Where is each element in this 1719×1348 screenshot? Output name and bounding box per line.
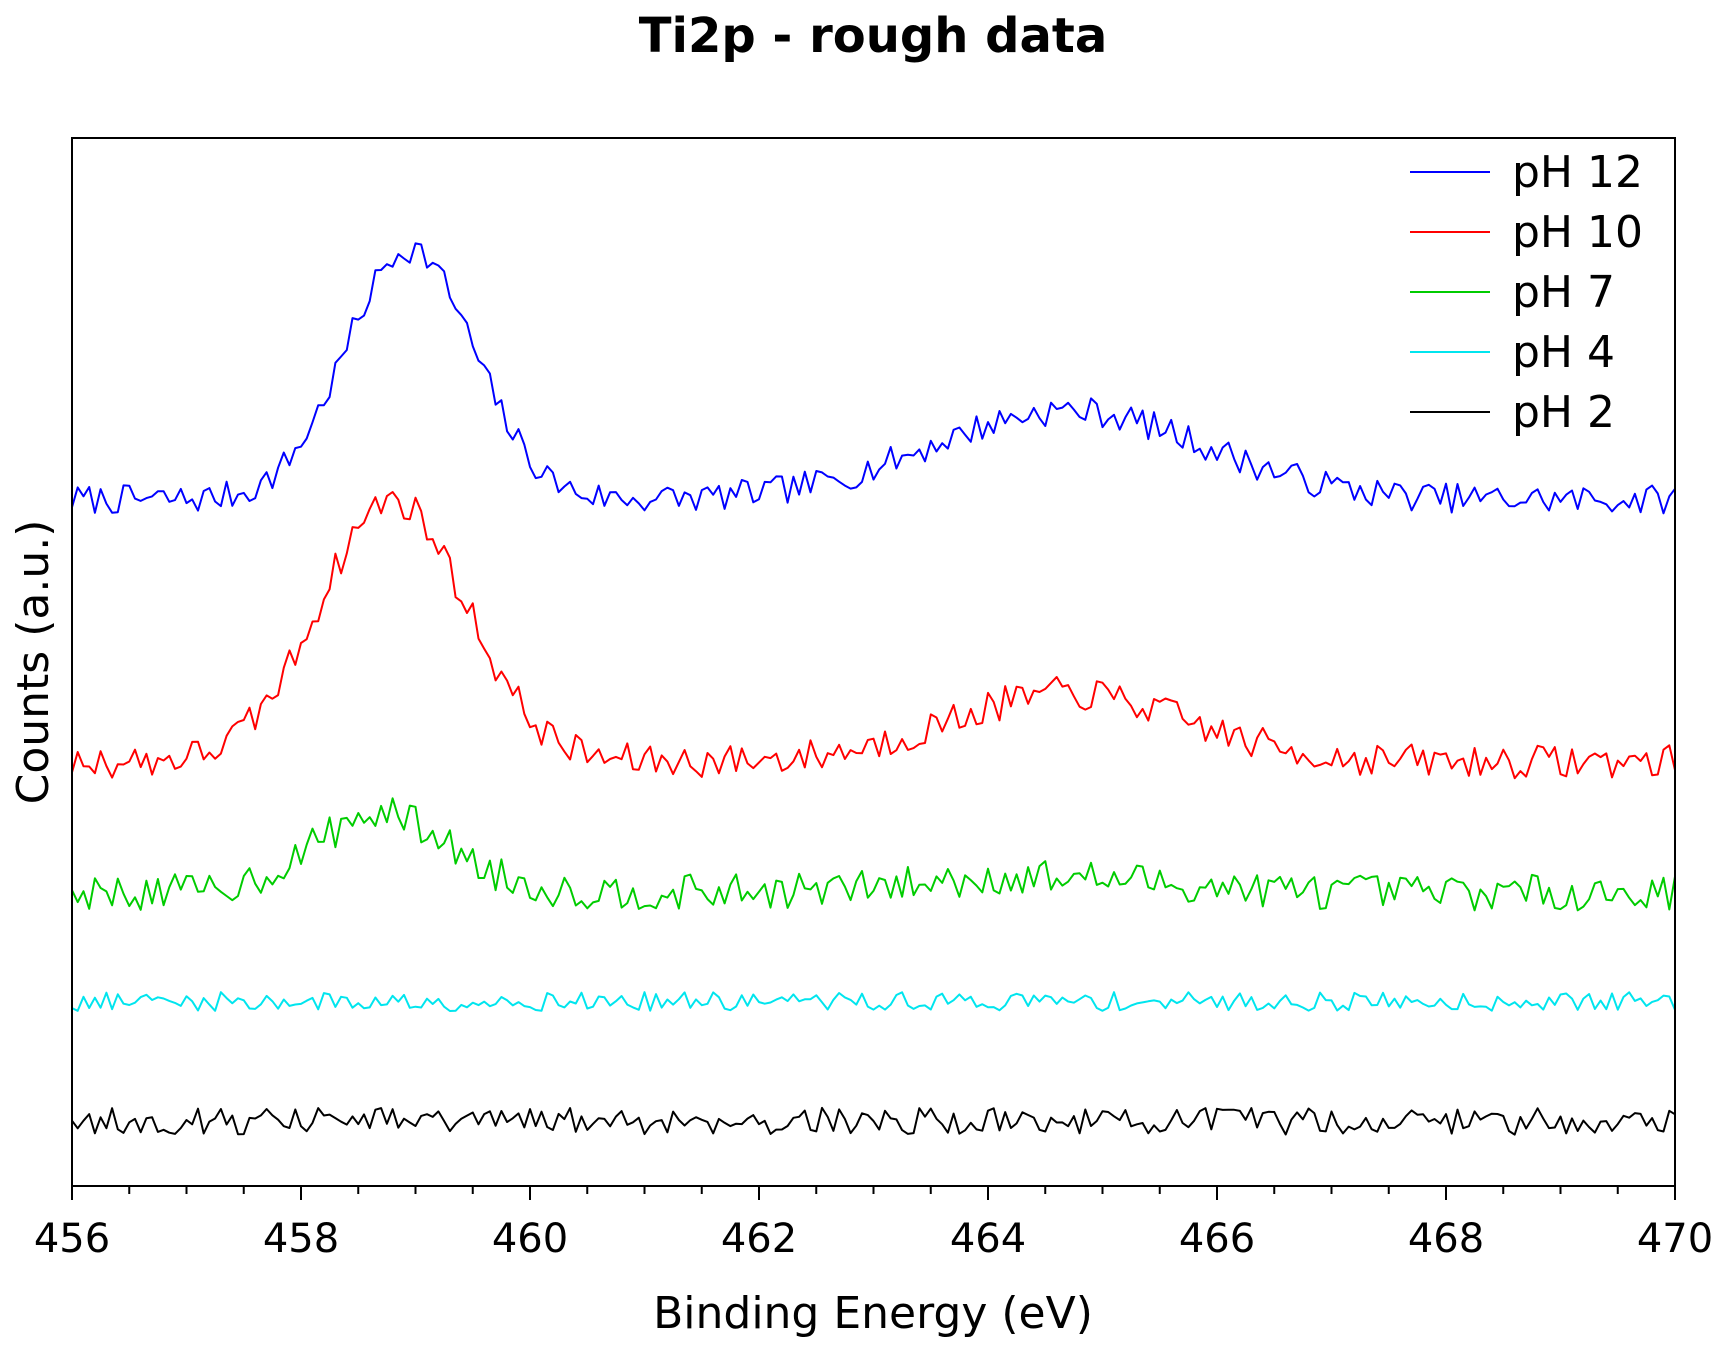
series-line-ph-10 bbox=[71, 491, 1676, 780]
series-line-ph-12 bbox=[71, 242, 1676, 515]
series-line-ph-2 bbox=[71, 1106, 1676, 1136]
legend-label: pH 4 bbox=[1512, 327, 1615, 378]
legend-label: pH 12 bbox=[1512, 147, 1643, 198]
x-tick-label: 458 bbox=[263, 1216, 339, 1262]
legend-label: pH 2 bbox=[1512, 387, 1615, 438]
x-tick-label: 468 bbox=[1408, 1216, 1484, 1262]
x-tick-label: 464 bbox=[950, 1216, 1026, 1262]
plot-frame bbox=[71, 137, 1676, 1187]
legend-label: pH 7 bbox=[1512, 267, 1615, 318]
x-tick-label: 470 bbox=[1637, 1216, 1713, 1262]
x-axis-ticks bbox=[71, 1186, 1676, 1200]
x-tick-label: 466 bbox=[1179, 1216, 1255, 1262]
x-tick-label: 460 bbox=[492, 1216, 568, 1262]
legend-label: pH 10 bbox=[1512, 207, 1643, 258]
y-axis-label: Counts (a.u.) bbox=[8, 520, 59, 805]
series-line-ph-4 bbox=[71, 991, 1676, 1012]
x-tick-label: 462 bbox=[721, 1216, 797, 1262]
chart-title: Ti2p - rough data bbox=[639, 8, 1107, 64]
x-axis-label: Binding Energy (eV) bbox=[653, 1288, 1093, 1339]
x-tick-label: 456 bbox=[34, 1216, 110, 1262]
series-line-ph-7 bbox=[71, 797, 1676, 912]
legend: pH 12 pH 10 pH 7 pH 4 pH 2 bbox=[1410, 147, 1643, 438]
series-group bbox=[71, 242, 1676, 1136]
x-axis-tick-labels: 456 458 460 462 464 466 468 470 bbox=[34, 1216, 1713, 1262]
